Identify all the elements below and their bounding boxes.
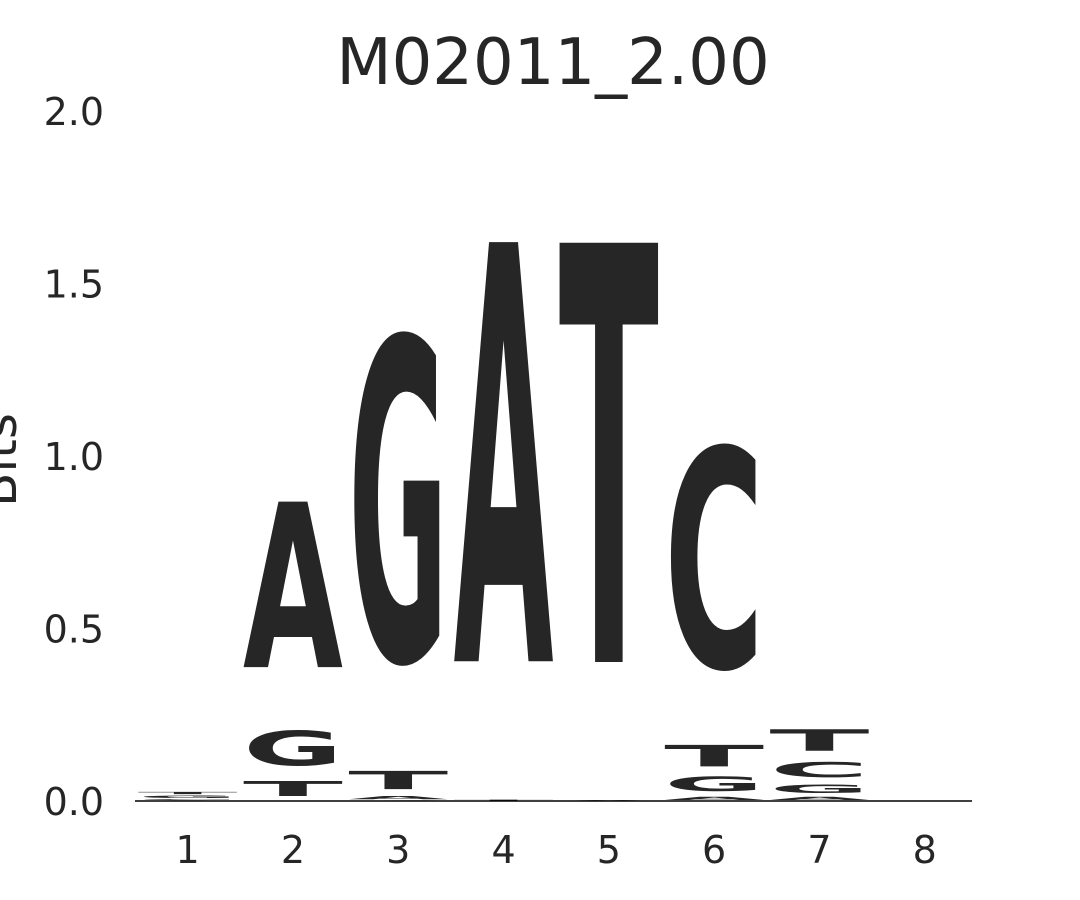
logo-letter-a: A [348,795,448,800]
logo-letter-t: T [559,129,660,798]
y-tick-label: 0.5 [44,608,104,652]
logo-letter-g: G [243,722,343,777]
x-tick-label: 4 [491,828,515,872]
y-axis-ticks: 0.0 0.5 1.0 1.5 2.0 [44,90,104,824]
logo-letter-a: A [454,129,555,798]
y-axis-label: Bits [0,413,28,507]
x-tick-label: 8 [913,828,937,872]
logo-letter-g: G [769,782,869,796]
logo-letter-c: C [769,758,869,782]
logo-letter-g: G [664,773,764,795]
logo-letter-a: A [769,796,869,801]
chart-title: M02011_2.00 [336,26,769,100]
x-tick-label: 6 [702,828,726,872]
y-tick-label: 1.0 [44,435,104,479]
logo-letter-g: G [348,249,448,764]
letter-stacks: ACGTTGACATGTAATAGTCAGCT [138,129,870,801]
logo-letter-t: T [243,777,343,801]
y-tick-label: 2.0 [44,90,104,134]
x-tick-label: 2 [281,828,305,872]
logo-letter-g: G [138,795,238,799]
logo-letter-a: A [664,796,764,801]
y-tick-label: 1.5 [44,263,104,307]
x-tick-label: 3 [386,828,410,872]
y-tick-label: 0.0 [44,780,104,824]
logo-letter-t: T [138,791,238,794]
logo-letter-t: T [769,723,869,757]
x-tick-label: 5 [597,828,621,872]
logo-letter-c: C [138,799,238,800]
x-tick-label: 7 [807,828,831,872]
logo-letter-c: C [664,388,764,738]
logo-letter-t: T [348,766,448,795]
x-tick-label: 1 [176,828,200,872]
x-axis-ticks: 1 2 3 4 5 6 7 8 [176,828,937,872]
logo-letter-a: A [243,457,343,721]
logo-letter-t: T [454,799,554,801]
logo-letter-t: T [664,739,764,773]
